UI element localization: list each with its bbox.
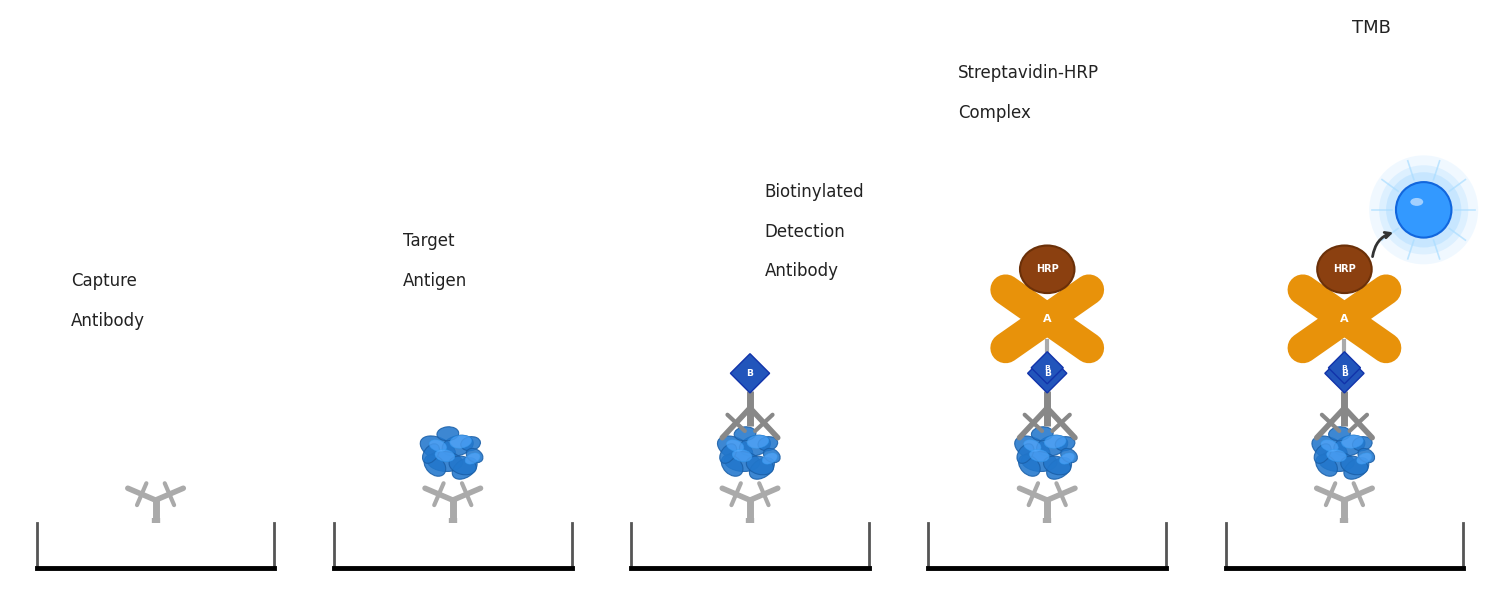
Ellipse shape <box>424 455 445 476</box>
Text: Biotinylated: Biotinylated <box>765 183 864 201</box>
Text: Target: Target <box>404 232 454 250</box>
Ellipse shape <box>764 448 780 463</box>
Text: Antibody: Antibody <box>765 262 839 280</box>
Ellipse shape <box>423 444 439 463</box>
Ellipse shape <box>1329 427 1350 441</box>
Polygon shape <box>1324 353 1364 393</box>
Polygon shape <box>730 353 770 393</box>
Ellipse shape <box>427 451 462 472</box>
Ellipse shape <box>747 456 774 475</box>
Text: TMB: TMB <box>1353 19 1390 37</box>
Polygon shape <box>1329 352 1360 384</box>
Text: Antigen: Antigen <box>404 272 468 290</box>
Text: B: B <box>1341 369 1348 378</box>
Ellipse shape <box>724 451 760 472</box>
Text: Streptavidin-HRP: Streptavidin-HRP <box>958 64 1100 82</box>
Circle shape <box>1386 172 1461 247</box>
Ellipse shape <box>466 448 483 463</box>
Ellipse shape <box>1044 435 1066 448</box>
Ellipse shape <box>1047 458 1071 479</box>
Text: B: B <box>1341 365 1347 371</box>
Ellipse shape <box>1316 455 1338 476</box>
Polygon shape <box>1030 352 1063 384</box>
Ellipse shape <box>420 436 456 461</box>
Ellipse shape <box>1358 453 1371 464</box>
Ellipse shape <box>465 453 480 464</box>
Ellipse shape <box>460 437 480 451</box>
Ellipse shape <box>450 435 471 448</box>
Ellipse shape <box>734 427 756 441</box>
Circle shape <box>1370 155 1478 265</box>
Ellipse shape <box>1060 448 1077 463</box>
Ellipse shape <box>1014 436 1050 461</box>
Text: Complex: Complex <box>958 104 1030 122</box>
Text: Detection: Detection <box>765 223 846 241</box>
Ellipse shape <box>1334 435 1365 456</box>
Ellipse shape <box>1358 448 1374 463</box>
Text: Capture: Capture <box>72 272 136 290</box>
Ellipse shape <box>1410 198 1424 206</box>
Text: HRP: HRP <box>1036 264 1059 274</box>
Ellipse shape <box>1059 453 1074 464</box>
Ellipse shape <box>1020 245 1074 293</box>
Ellipse shape <box>1314 444 1330 463</box>
Ellipse shape <box>1032 427 1053 441</box>
Text: A: A <box>1340 314 1348 324</box>
Ellipse shape <box>436 427 459 441</box>
Ellipse shape <box>1017 444 1034 463</box>
Text: B: B <box>1044 365 1050 371</box>
Ellipse shape <box>1054 437 1076 451</box>
Ellipse shape <box>1341 456 1368 475</box>
Ellipse shape <box>750 458 774 479</box>
Ellipse shape <box>720 444 736 463</box>
Ellipse shape <box>1322 440 1338 452</box>
Text: A: A <box>1042 314 1052 324</box>
Ellipse shape <box>1312 436 1347 461</box>
Ellipse shape <box>435 449 454 461</box>
Ellipse shape <box>726 440 744 452</box>
Ellipse shape <box>717 436 753 461</box>
Ellipse shape <box>1036 435 1068 456</box>
Ellipse shape <box>429 440 447 452</box>
Circle shape <box>1396 182 1452 238</box>
Ellipse shape <box>1326 449 1347 461</box>
Ellipse shape <box>758 437 777 451</box>
Ellipse shape <box>1044 456 1071 475</box>
Text: B: B <box>1044 369 1050 378</box>
Ellipse shape <box>1317 245 1371 293</box>
Ellipse shape <box>1344 458 1370 479</box>
Ellipse shape <box>1318 451 1354 472</box>
Ellipse shape <box>762 453 777 464</box>
Ellipse shape <box>442 435 474 456</box>
Ellipse shape <box>452 458 477 479</box>
Ellipse shape <box>732 449 752 461</box>
Ellipse shape <box>448 456 477 475</box>
Ellipse shape <box>1023 440 1041 452</box>
Text: HRP: HRP <box>1334 264 1356 274</box>
Ellipse shape <box>1022 451 1058 472</box>
Text: B: B <box>747 369 753 378</box>
Ellipse shape <box>1353 437 1372 451</box>
Polygon shape <box>1028 353 1066 393</box>
Text: Antibody: Antibody <box>72 312 146 330</box>
Circle shape <box>1378 165 1468 254</box>
Ellipse shape <box>1019 455 1040 476</box>
Ellipse shape <box>722 455 742 476</box>
Ellipse shape <box>740 435 771 456</box>
Ellipse shape <box>1341 435 1364 448</box>
Ellipse shape <box>747 435 770 448</box>
Ellipse shape <box>1029 449 1048 461</box>
